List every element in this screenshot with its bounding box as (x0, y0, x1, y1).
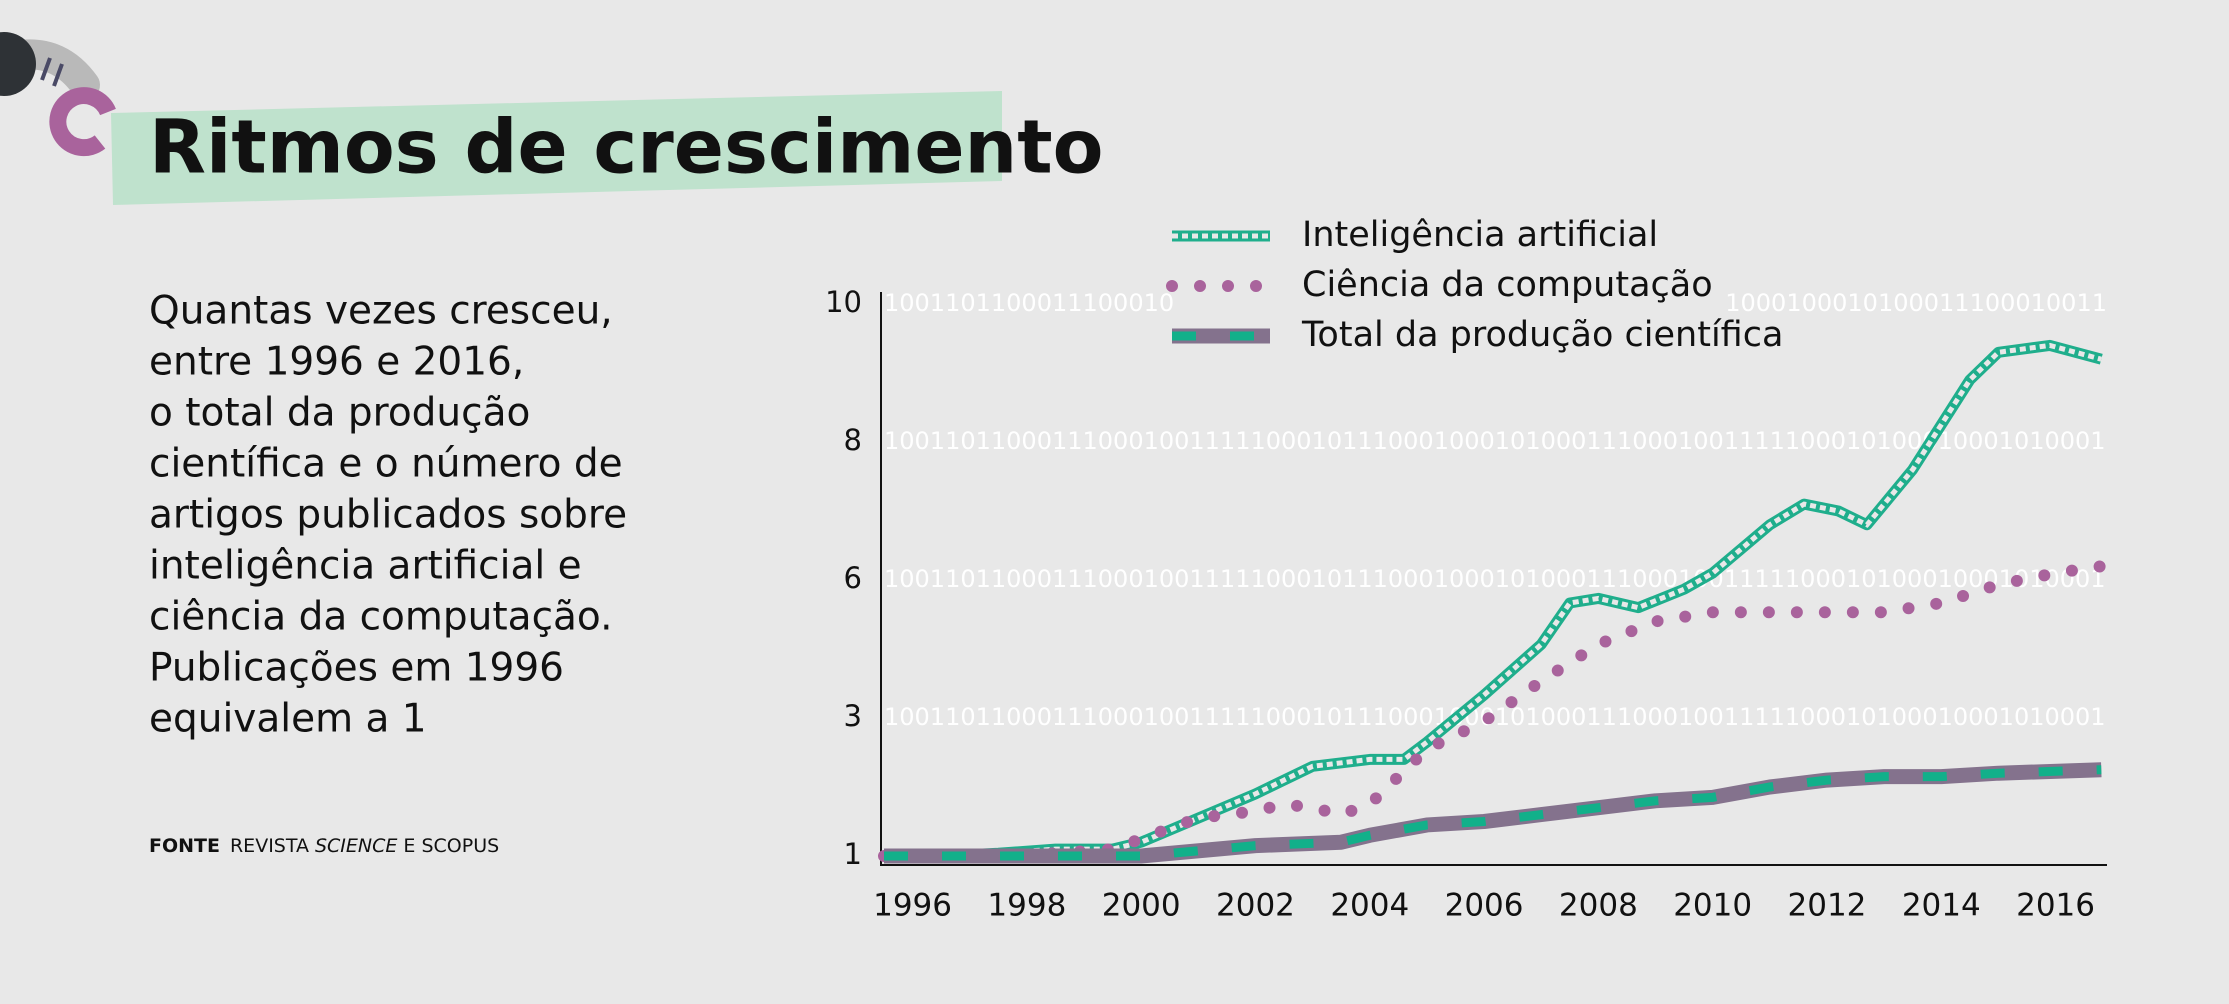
x-tick-label: 2004 (1330, 888, 1409, 924)
x-tick-label: 2016 (2016, 888, 2095, 924)
description-line: ciência da computação. (149, 595, 613, 640)
description-line: científica e o número de (149, 442, 623, 487)
description-line: equivalem a 1 (149, 697, 427, 742)
binary-decoration: 1001101100011100010011111000101110001000… (884, 565, 2229, 593)
binary-decoration: 1001101100011100010 (884, 289, 1174, 317)
description-line: entre 1996 e 2016, (149, 340, 524, 385)
title: Ritmos de crescimento (149, 105, 1103, 191)
legend-label: Ciência da computação (1302, 265, 1713, 305)
robot-arm-decoration (0, 32, 116, 157)
x-tick-label: 2014 (1902, 888, 1981, 924)
x-tick-label: 1996 (873, 888, 952, 924)
x-tick-label: 2012 (1788, 888, 1867, 924)
legend-label: Total da produção científica (1301, 315, 1783, 355)
y-tick-label: 1 (844, 837, 862, 871)
x-tick-label: 1998 (987, 888, 1066, 924)
x-tick-label: 2008 (1559, 888, 1638, 924)
series-line-detail (884, 765, 2102, 861)
binary-decoration: 1000100010100011100010011 (1725, 289, 2107, 317)
x-tick-label: 2000 (1102, 888, 1181, 924)
legend-label: Inteligência artificial (1302, 215, 1658, 255)
binary-decoration: 1001101100011100010011111000101110001000… (884, 427, 2229, 455)
series-line (878, 560, 2108, 862)
x-tick-label: 2010 (1673, 888, 1752, 924)
source-part: SCIENCE (315, 835, 397, 857)
y-tick-label: 8 (844, 423, 862, 457)
series-line-detail (884, 342, 2102, 859)
title-band (111, 91, 1002, 205)
y-tick-label: 3 (844, 699, 862, 733)
source-part: E SCOPUS (403, 835, 499, 857)
binary-decoration: 1001101100011100010011111000101110001000… (884, 703, 2229, 731)
y-tick-label: 10 (825, 285, 862, 319)
source: FONTE REVISTA SCIENCE E SCOPUS (149, 835, 499, 857)
x-tick-label: 2002 (1216, 888, 1295, 924)
x-tick-label: 2006 (1445, 888, 1524, 924)
y-tick-label: 6 (844, 561, 862, 595)
description-line: inteligência artificial e (149, 544, 582, 589)
description-line: o total da produção (149, 391, 530, 436)
source-label: FONTE (149, 835, 220, 857)
source-part: REVISTA (230, 835, 309, 857)
description-line: Quantas vezes cresceu, (149, 289, 613, 334)
description-line: Publicações em 1996 (149, 646, 564, 691)
description-line: artigos publicados sobre (149, 493, 627, 538)
